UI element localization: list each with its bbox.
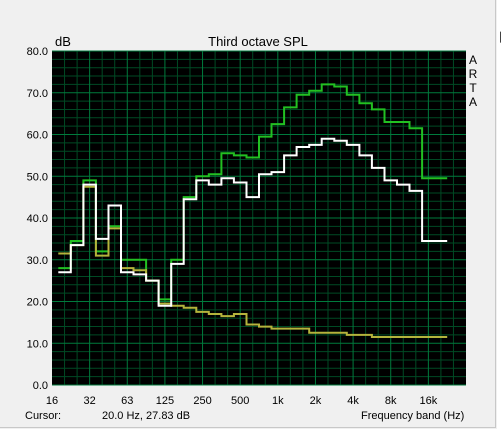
x-tick-label: 8k bbox=[385, 395, 397, 407]
y-tick-label: 0.0 bbox=[33, 380, 48, 392]
series-group bbox=[58, 83, 448, 338]
x-tick-label: 16 bbox=[46, 395, 58, 407]
cursor-label: Cursor: bbox=[25, 410, 62, 422]
chart-title: Third octave SPL bbox=[208, 34, 308, 49]
x-tick-label: 500 bbox=[231, 395, 249, 407]
y-tick-label: 40.0 bbox=[27, 213, 48, 225]
side-label-letter: T bbox=[469, 81, 477, 95]
series-line-3 bbox=[58, 137, 448, 307]
x-tick-label: 2k bbox=[310, 395, 322, 407]
y-tick-labels: 0.0 10.0 20.0 30.0 40.0 50.0 60.0 70.0 80.0 bbox=[27, 46, 48, 392]
frequency-band-label: Frequency band (Hz) bbox=[361, 410, 465, 422]
x-tick-label: 250 bbox=[193, 395, 211, 407]
y-tick-label: 50.0 bbox=[27, 171, 48, 183]
x-tick-label: 4k bbox=[347, 395, 359, 407]
x-tick-labels: 16 32 63 125 250 500 1k 2k 4k 8k 16k bbox=[46, 395, 438, 407]
y-tick-label: 60.0 bbox=[27, 130, 48, 142]
side-label-letter: R bbox=[469, 67, 478, 81]
cursor-readout: 20.0 Hz, 27.83 dB bbox=[102, 410, 191, 422]
y-tick-label: 10.0 bbox=[27, 338, 48, 350]
y-tick-label: 30.0 bbox=[27, 255, 48, 267]
window-edge-glyph: ❘ bbox=[496, 31, 501, 43]
series-line-2 bbox=[58, 185, 448, 338]
x-tick-label: 32 bbox=[84, 395, 96, 407]
x-tick-label: 16k bbox=[419, 395, 437, 407]
y-axis-unit-label: dB bbox=[55, 34, 71, 49]
grid-lines bbox=[52, 50, 466, 386]
y-tick-label: 80.0 bbox=[27, 46, 48, 58]
window-edge bbox=[497, 0, 501, 429]
x-tick-label: 63 bbox=[121, 395, 133, 407]
y-tick-label: 20.0 bbox=[27, 297, 48, 309]
side-label-letter: A bbox=[469, 53, 477, 67]
y-tick-label: 70.0 bbox=[27, 88, 48, 100]
x-tick-label: 125 bbox=[156, 395, 174, 407]
x-tick-label: 1k bbox=[272, 395, 284, 407]
side-label-letter: A bbox=[469, 95, 477, 109]
